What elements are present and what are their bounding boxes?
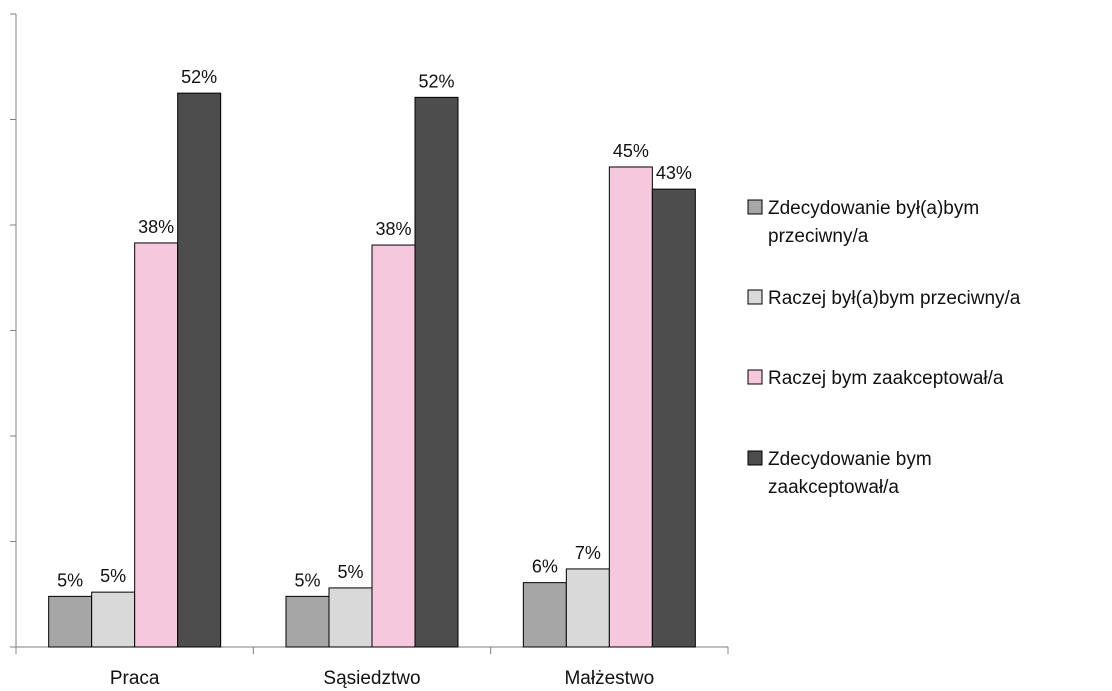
category-label: Sąsiedztwo — [323, 668, 420, 689]
bar — [651, 188, 696, 648]
bar — [371, 244, 416, 648]
data-label: 52% — [418, 71, 454, 91]
data-labels: 5% 5% 38% 52% 5% 5% 38% 52% 6% 7% 45% 43% — [57, 67, 692, 590]
category-labels: Praca Sąsiedztwo Małżestwo — [110, 668, 654, 689]
data-label: 38% — [375, 219, 411, 239]
bar — [48, 595, 93, 648]
data-label: 52% — [181, 67, 217, 87]
legend: Zdecydowanie był(a)bym przeciwny/a Raczej … — [747, 198, 1021, 498]
bar — [522, 582, 567, 648]
bar — [328, 587, 373, 648]
bar — [608, 166, 653, 648]
bar — [91, 591, 136, 648]
legend-label: Raczej bym zaakceptował/a — [768, 368, 1004, 389]
data-label: 45% — [613, 141, 649, 161]
data-label: 5% — [337, 562, 363, 582]
bar — [134, 242, 179, 648]
legend-label: Zdecydowanie bym zaakceptował/a — [768, 449, 932, 498]
data-label: 43% — [656, 163, 692, 183]
bar — [177, 92, 222, 648]
data-label: 5% — [100, 566, 126, 586]
legend-label: Zdecydowanie był(a)bym przeciwny/a — [768, 198, 979, 247]
bars — [48, 92, 696, 648]
legend-swatch — [747, 450, 763, 466]
bar — [414, 96, 459, 648]
legend-swatch — [747, 199, 763, 215]
legend-swatch — [747, 289, 763, 305]
data-label: 5% — [294, 570, 320, 590]
data-label: 38% — [138, 217, 174, 237]
legend-label: Raczej był(a)bym przeciwny/a — [768, 288, 1021, 309]
category-label: Praca — [110, 668, 160, 689]
data-label: 5% — [57, 570, 83, 590]
category-label: Małżestwo — [564, 668, 654, 689]
bar — [285, 595, 330, 648]
data-label: 7% — [575, 543, 601, 563]
legend-swatch — [747, 369, 763, 385]
bar — [565, 568, 610, 648]
data-label: 6% — [532, 557, 558, 577]
